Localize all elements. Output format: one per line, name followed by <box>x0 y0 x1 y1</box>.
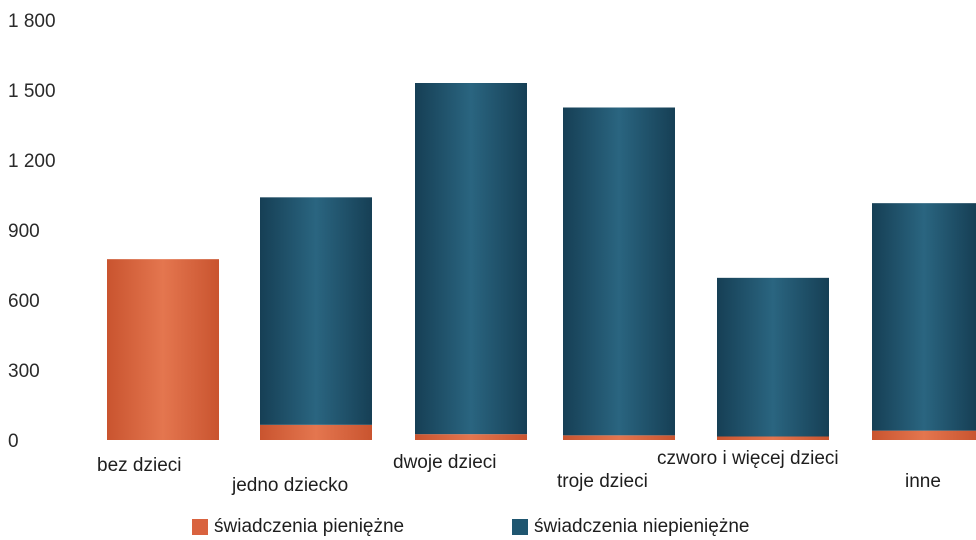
x-tick-label: inne <box>905 471 941 492</box>
y-tick-label: 1 500 <box>8 81 56 102</box>
bar-cash-2 <box>260 424 372 440</box>
y-tick-label: 900 <box>8 221 40 242</box>
y-axis: 0 300 600 900 1 200 1 500 1 800 <box>8 11 56 452</box>
x-tick-label: troje dzieci <box>557 471 648 492</box>
bar-noncash-5 <box>717 277 829 437</box>
bar-cash-5 <box>717 436 829 440</box>
y-tick-label: 0 <box>8 431 19 452</box>
legend-label-noncash: świadczenia niepieniężne <box>534 516 750 537</box>
bar-noncash-6 <box>872 203 976 431</box>
bars <box>107 83 976 440</box>
legend-item-cash: świadczenia pieniężne <box>192 514 404 540</box>
bar-cash-6 <box>872 430 976 440</box>
legend-swatch-cash <box>192 519 208 535</box>
y-tick-label: 300 <box>8 361 40 382</box>
bar-chart: 0 300 600 900 1 200 1 500 1 800 bez dzieci jedn… <box>8 11 976 496</box>
bar-noncash-3 <box>415 83 527 435</box>
x-tick-label: jedno dziecko <box>231 475 348 496</box>
y-tick-label: 1 800 <box>8 11 56 32</box>
x-tick-label: dwoje dzieci <box>393 452 497 473</box>
legend-label-cash: świadczenia pieniężne <box>214 516 405 537</box>
bar-cash-3 <box>415 434 527 440</box>
bar-noncash-2 <box>260 197 372 425</box>
bar-noncash-4 <box>563 107 675 436</box>
legend-item-noncash: świadczenia niepieniężne <box>512 514 749 540</box>
legend-swatch-noncash <box>512 519 528 535</box>
x-axis: bez dzieci jedno dziecko dwoje dzieci troje… <box>97 448 941 496</box>
bar-cash-1 <box>107 259 219 440</box>
x-tick-label: czworo i więcej dzieci <box>657 448 839 469</box>
x-tick-label: bez dzieci <box>97 455 182 476</box>
y-tick-label: 600 <box>8 291 40 312</box>
y-tick-label: 1 200 <box>8 151 56 172</box>
bar-cash-4 <box>563 435 675 440</box>
